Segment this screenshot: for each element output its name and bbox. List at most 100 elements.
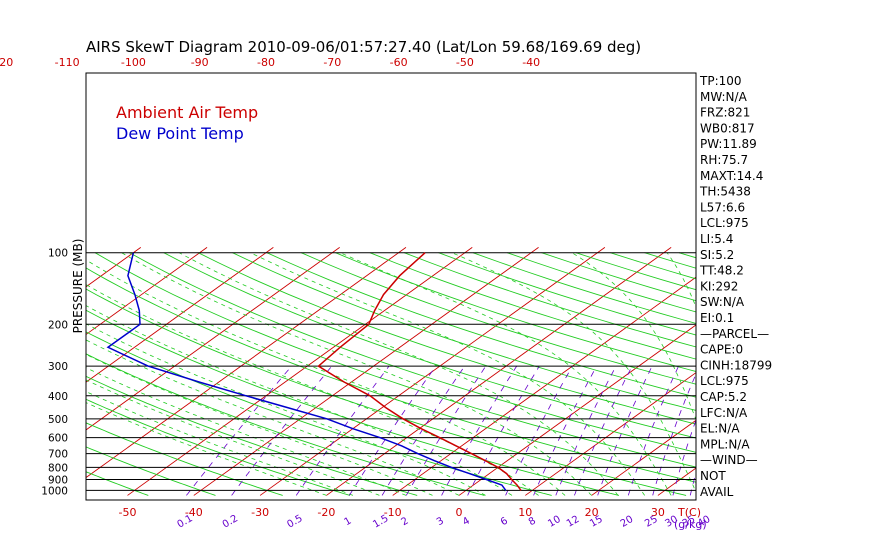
index-label: EL:N/A bbox=[700, 422, 740, 436]
top-tick-label: -50 bbox=[456, 56, 474, 69]
top-tick-label: -60 bbox=[390, 56, 408, 69]
mixing-ratio-label: 0.2 bbox=[221, 513, 240, 530]
dry-adiabat-line bbox=[0, 253, 81, 496]
index-label: TH:5438 bbox=[699, 185, 751, 199]
mixing-ratio-label: 10 bbox=[546, 514, 563, 530]
plot-area bbox=[0, 247, 870, 496]
moist-adiabat-line bbox=[86, 379, 380, 496]
index-label: MW:N/A bbox=[700, 90, 748, 104]
moist-adiabat-line bbox=[451, 252, 696, 493]
top-tick-label: -100 bbox=[121, 56, 146, 69]
mixing-ratio-line bbox=[555, 365, 617, 496]
index-label: LFC:N/A bbox=[700, 406, 748, 420]
index-label: NOT bbox=[700, 469, 726, 483]
pressure-tick-label: 700 bbox=[48, 449, 68, 461]
bottom-tick-label: -50 bbox=[119, 506, 137, 519]
index-label: FRZ:821 bbox=[700, 106, 750, 120]
index-label: AVAIL bbox=[700, 485, 734, 499]
mixing-ratio-label: 20 bbox=[619, 514, 636, 530]
moist-adiabat-line bbox=[86, 391, 354, 496]
dry-adiabat-line bbox=[266, 252, 696, 398]
mixing-ratio-line bbox=[652, 372, 696, 496]
pressure-tick-label: 200 bbox=[48, 319, 68, 331]
dry-adiabat-line bbox=[816, 253, 870, 496]
mixing-ratio-label: 0.5 bbox=[285, 513, 304, 530]
mixing-ratio-line bbox=[574, 365, 633, 496]
top-tick-label: -80 bbox=[257, 56, 275, 69]
index-label: LCL:975 bbox=[700, 374, 749, 388]
mixing-ratio-label: 1 bbox=[343, 515, 354, 528]
bottom-tick-label: 0 bbox=[456, 506, 463, 519]
series-line-dew-point-temp bbox=[106, 252, 507, 491]
bottom-tick-label: 30 bbox=[651, 506, 665, 519]
index-label: KI:292 bbox=[700, 279, 738, 293]
index-label: WB0:817 bbox=[700, 121, 755, 135]
mixing-ratio-line bbox=[505, 365, 573, 496]
bottom-tick-label: -30 bbox=[251, 506, 269, 519]
mixing-ratio-line bbox=[295, 365, 390, 496]
moist-adiabat-line bbox=[86, 284, 539, 496]
mixing-ratio-line bbox=[672, 418, 696, 496]
index-label: MAXT:14.4 bbox=[700, 169, 763, 183]
y-axis-label: PRESSURE (MB) bbox=[71, 239, 85, 334]
bottom-tick-label: 20 bbox=[585, 506, 599, 519]
dry-adiabat-line bbox=[301, 252, 696, 385]
mixing-ratio-line bbox=[348, 365, 437, 496]
index-label: TT:48.2 bbox=[699, 264, 744, 278]
legend: Ambient Air Temp Dew Point Temp bbox=[116, 103, 258, 143]
mixing-ratio-unit-label: (g/kg) bbox=[674, 518, 707, 531]
isotherm-line bbox=[790, 247, 870, 495]
mixing-ratio-lines bbox=[186, 365, 696, 496]
index-label: EI:0.1 bbox=[700, 311, 734, 325]
legend-dew-point-temp: Dew Point Temp bbox=[116, 124, 244, 143]
index-label: TP:100 bbox=[699, 74, 742, 88]
dry-adiabat-line bbox=[86, 331, 552, 496]
x-axis-label: T(C) bbox=[677, 506, 701, 519]
pressure-tick-label: 400 bbox=[48, 391, 68, 403]
isotherm-line bbox=[458, 324, 696, 496]
dry-adiabat-line bbox=[86, 267, 696, 483]
moist-adiabat-line bbox=[340, 252, 672, 496]
bottom-tick-label: 10 bbox=[518, 506, 532, 519]
index-label: LI:5.4 bbox=[700, 232, 733, 246]
moist-adiabat-line bbox=[178, 252, 619, 496]
isotherm-line bbox=[127, 247, 473, 496]
index-label: SW:N/A bbox=[700, 295, 745, 309]
pressure-tick-label: 900 bbox=[48, 475, 68, 487]
index-label: SI:5.2 bbox=[700, 248, 734, 262]
dry-adiabat-line bbox=[472, 252, 696, 324]
top-tick-label: -120 bbox=[0, 56, 13, 69]
pressure-tick-label: 1000 bbox=[41, 485, 68, 497]
isobar-lines bbox=[86, 252, 696, 491]
moist-adiabat-line bbox=[86, 402, 327, 496]
pressure-tick-label: 600 bbox=[48, 433, 68, 445]
dry-adiabat-line bbox=[335, 252, 696, 372]
mixing-ratio-label: 8 bbox=[527, 515, 538, 528]
moist-adiabat-line bbox=[86, 323, 486, 496]
isotherm-line bbox=[193, 247, 539, 496]
dry-adiabat-line bbox=[369, 252, 696, 360]
dry-adiabat-line bbox=[86, 422, 283, 496]
bottom-tick-label: -40 bbox=[185, 506, 203, 519]
pressure-tick-label: 300 bbox=[48, 361, 68, 373]
dry-adiabat-line bbox=[86, 446, 216, 496]
mixing-ratio-label: 6 bbox=[499, 515, 510, 528]
index-label: L57:6.6 bbox=[700, 200, 745, 214]
isotherm-line bbox=[0, 247, 8, 495]
bottom-temperature-ticks: -50 -40 -30 -20 -10 0 10 20 30 bbox=[119, 506, 665, 519]
dry-adiabat-line bbox=[86, 398, 351, 496]
isotherm-line bbox=[857, 247, 870, 495]
mixing-ratio-line bbox=[441, 365, 518, 496]
dry-adiabat-line bbox=[129, 252, 696, 453]
top-tick-label: -110 bbox=[55, 56, 80, 69]
dry-adiabat-line bbox=[851, 253, 870, 496]
pressure-tick-label: 500 bbox=[48, 414, 68, 426]
moist-adiabat-line bbox=[86, 353, 433, 496]
index-label: MPL:N/A bbox=[700, 437, 750, 451]
top-tick-label: -90 bbox=[191, 56, 209, 69]
bottom-tick-label: -10 bbox=[384, 506, 402, 519]
mixing-ratio-line bbox=[533, 365, 598, 496]
series-line-ambient-air-temp bbox=[317, 252, 522, 491]
isotherm-line bbox=[86, 247, 208, 336]
